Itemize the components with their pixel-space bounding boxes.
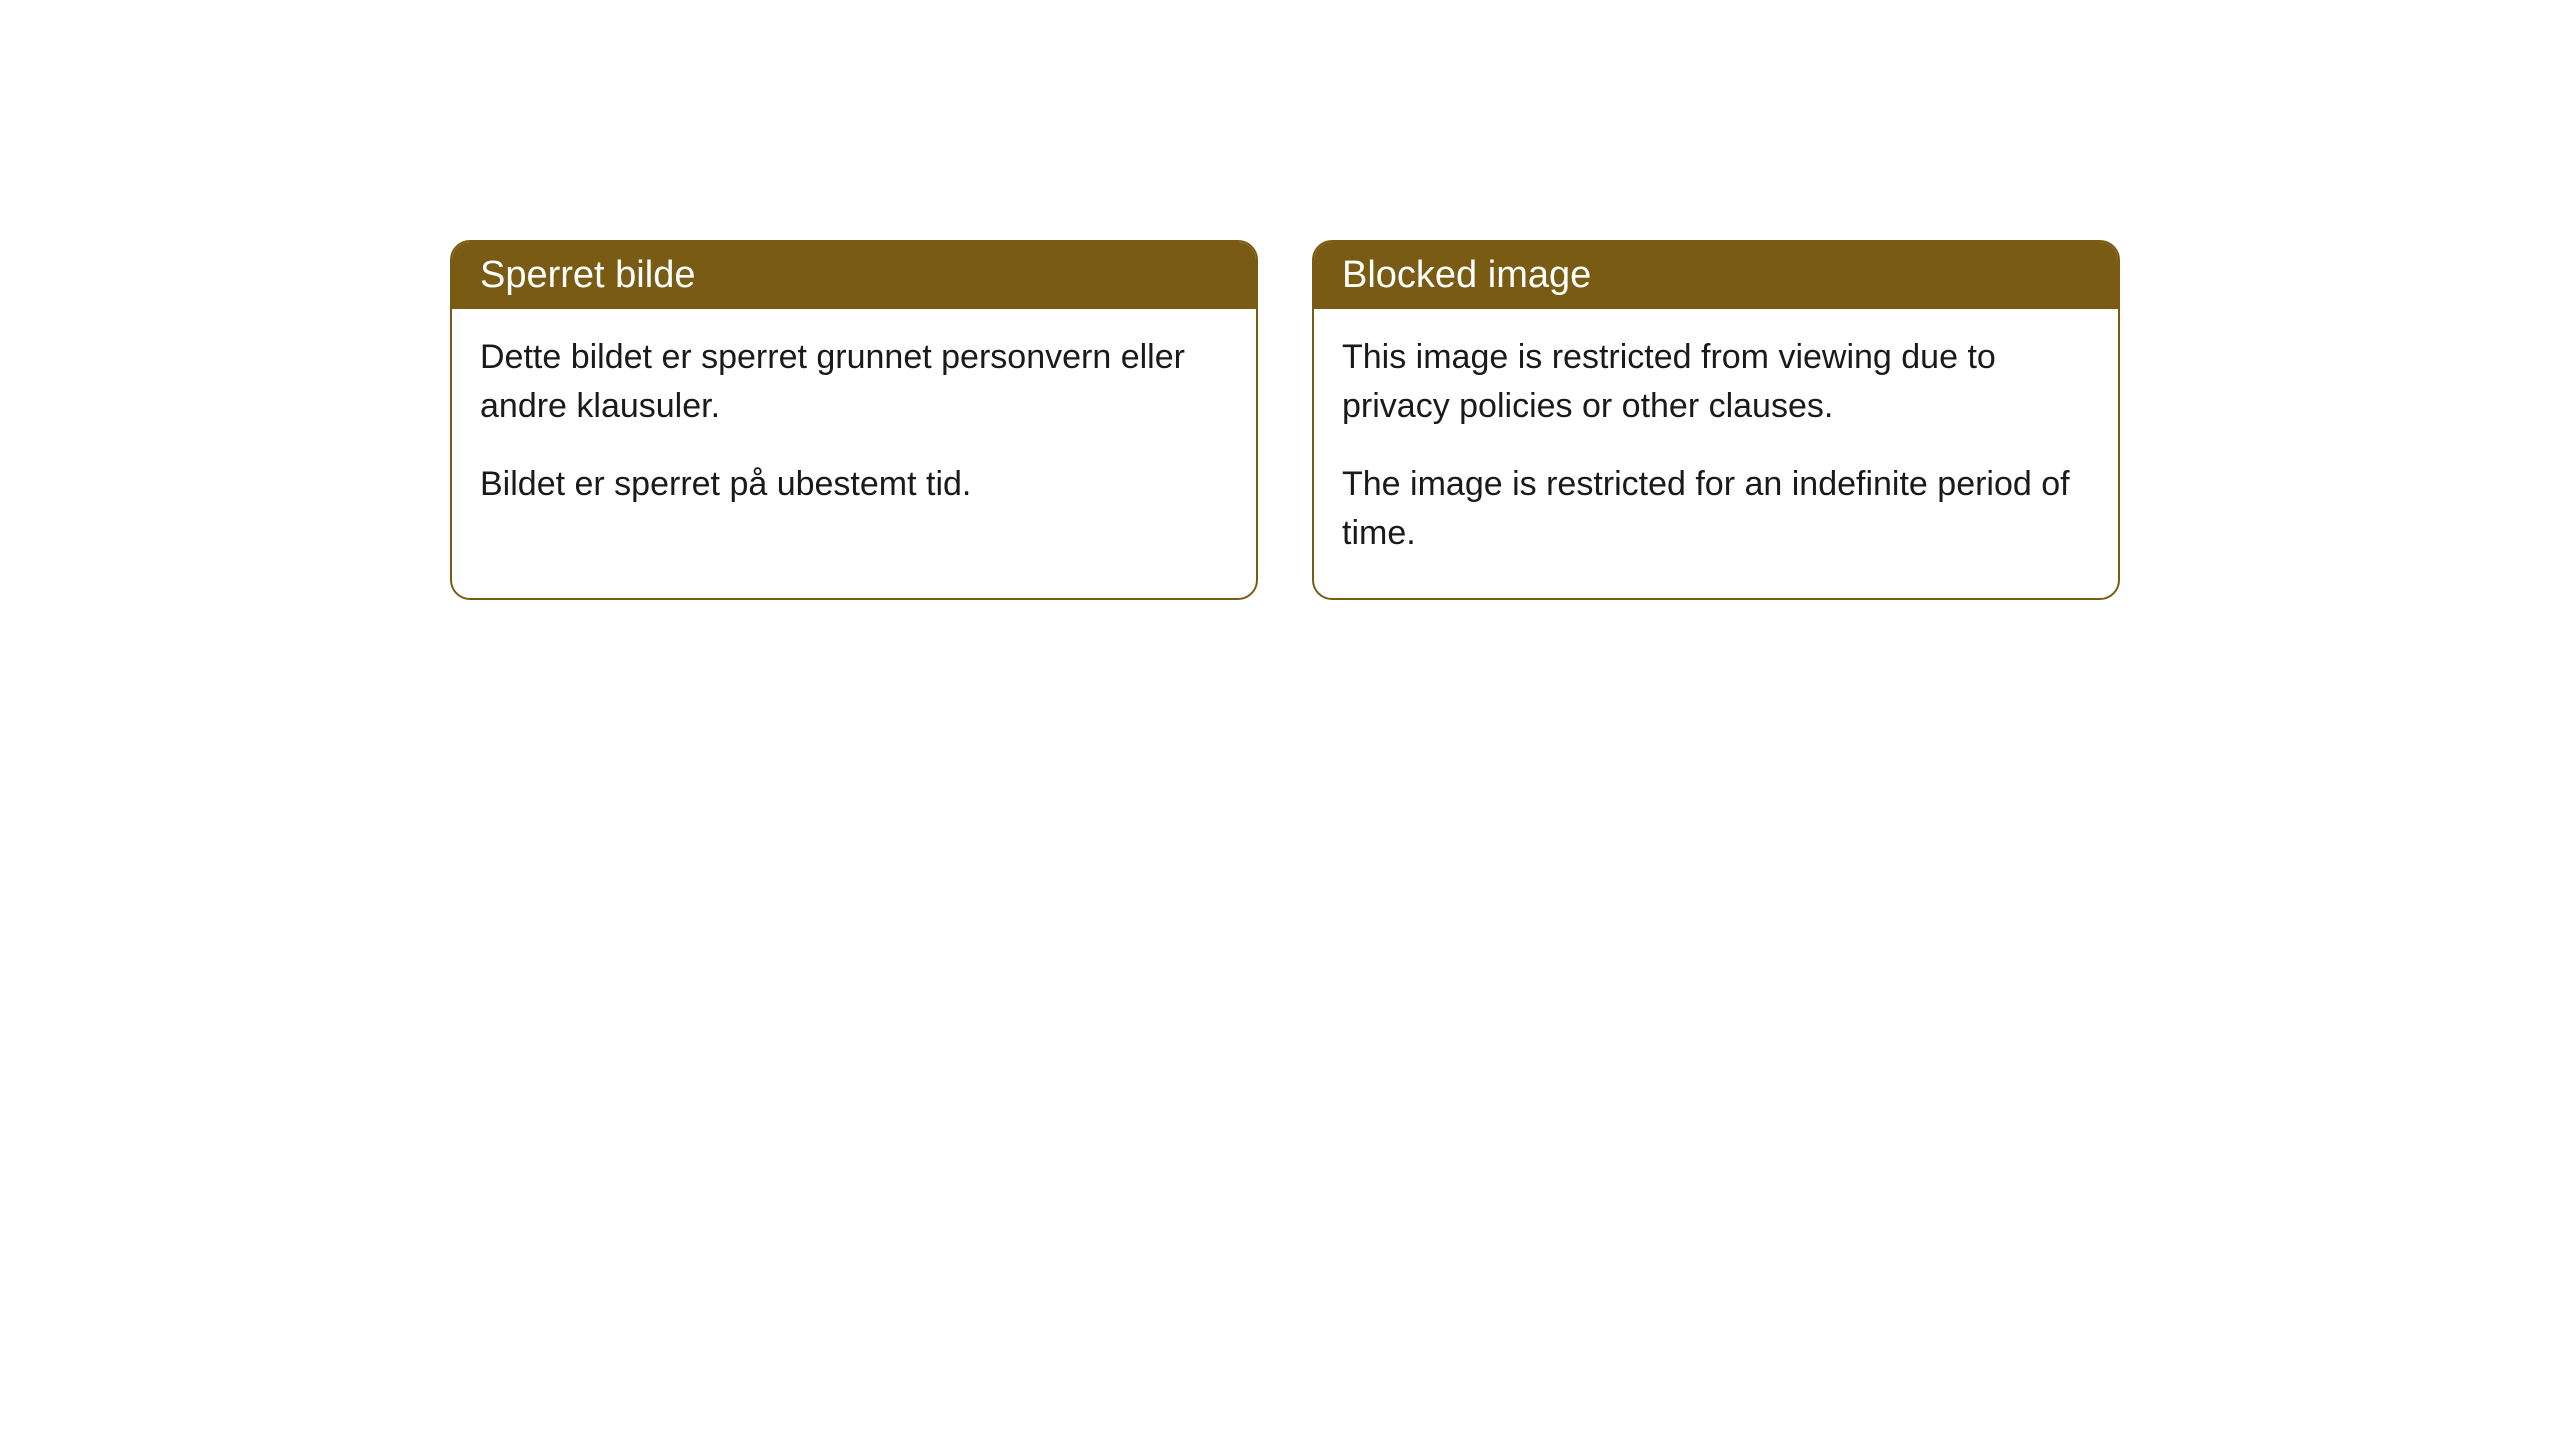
card-header-en: Blocked image bbox=[1314, 242, 2118, 309]
card-body-en: This image is restricted from viewing du… bbox=[1314, 309, 2118, 598]
blocked-image-card-no: Sperret bilde Dette bildet er sperret gr… bbox=[450, 240, 1258, 600]
card-para2-en: The image is restricted for an indefinit… bbox=[1342, 460, 2090, 559]
card-header-no: Sperret bilde bbox=[452, 242, 1256, 309]
cards-container: Sperret bilde Dette bildet er sperret gr… bbox=[0, 0, 2560, 600]
card-para1-en: This image is restricted from viewing du… bbox=[1342, 333, 2090, 432]
card-para2-no: Bildet er sperret på ubestemt tid. bbox=[480, 460, 1228, 509]
card-body-no: Dette bildet er sperret grunnet personve… bbox=[452, 309, 1256, 549]
card-para1-no: Dette bildet er sperret grunnet personve… bbox=[480, 333, 1228, 432]
blocked-image-card-en: Blocked image This image is restricted f… bbox=[1312, 240, 2120, 600]
